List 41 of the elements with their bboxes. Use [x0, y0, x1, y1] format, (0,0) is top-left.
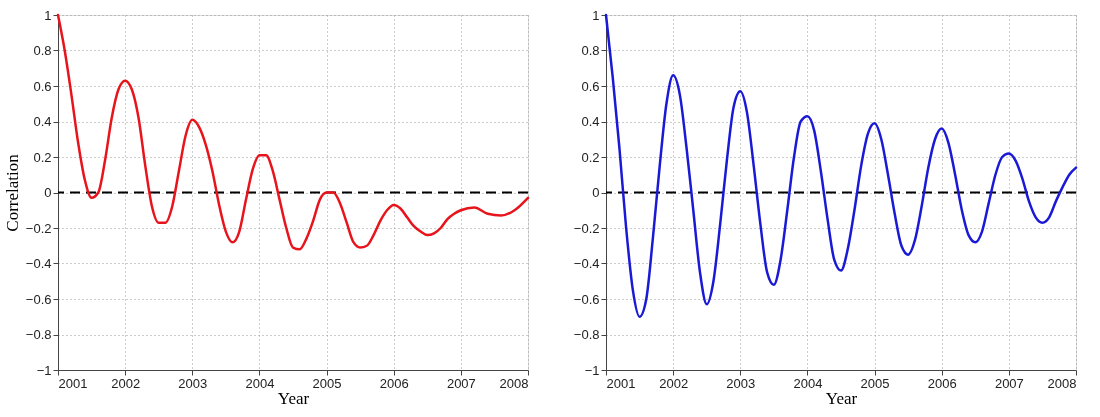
- x-tick-label: 2005: [312, 375, 342, 391]
- x-tick-label: 2002: [659, 375, 689, 391]
- y-tick-label: 0.4: [33, 114, 52, 129]
- y-tick-label: 1: [592, 7, 600, 23]
- x-axis-title: Year: [277, 388, 310, 408]
- y-tick-label: −1: [584, 362, 600, 378]
- x-tick-label: 2007: [446, 375, 476, 391]
- y-tick-label: 0.2: [33, 149, 52, 165]
- x-tick-label: 2007: [994, 375, 1024, 391]
- y-tick-label: 0.8: [581, 43, 600, 58]
- y-tick-label: 1: [44, 7, 52, 23]
- y-tick-label: 0.2: [581, 149, 600, 165]
- x-tick-label: 2001: [606, 375, 636, 391]
- x-tick-label: 2005: [860, 375, 890, 391]
- y-tick-label: −0.2: [25, 220, 52, 236]
- y-tick-label: 0.4: [581, 114, 600, 129]
- y-tick-label: 0: [592, 185, 600, 200]
- y-tick-label: 0.6: [33, 78, 52, 94]
- y-tick-label: −0.4: [573, 256, 600, 271]
- y-tick-label: −0.8: [25, 327, 52, 342]
- x-tick-label: 2004: [793, 375, 823, 391]
- y-tick-label: −0.6: [573, 291, 600, 307]
- x-tick-label: 2008: [499, 375, 529, 391]
- x-axis-title: Year: [825, 388, 858, 408]
- x-tick-label: 2002: [111, 375, 141, 391]
- y-tick-label: 0: [44, 185, 52, 200]
- x-tick-label: 2003: [178, 375, 208, 391]
- y-tick-label: −0.8: [573, 327, 600, 342]
- y-tick-label: 0.6: [581, 78, 600, 94]
- x-tick-label: 2006: [927, 375, 957, 391]
- y-tick-label: −0.6: [25, 291, 52, 307]
- x-tick-label: 2001: [58, 375, 88, 391]
- x-tick-label: 2004: [245, 375, 275, 391]
- y-axis-title: Correlation: [2, 153, 22, 232]
- y-tick-label: 0.8: [33, 43, 52, 58]
- y-tick-label: −0.2: [573, 220, 600, 236]
- y-tick-label: −1: [36, 362, 52, 378]
- y-tick-label: −0.4: [25, 256, 52, 271]
- x-tick-label: 2006: [379, 375, 409, 391]
- x-tick-label: 2003: [726, 375, 756, 391]
- x-tick-label: 2008: [1047, 375, 1077, 391]
